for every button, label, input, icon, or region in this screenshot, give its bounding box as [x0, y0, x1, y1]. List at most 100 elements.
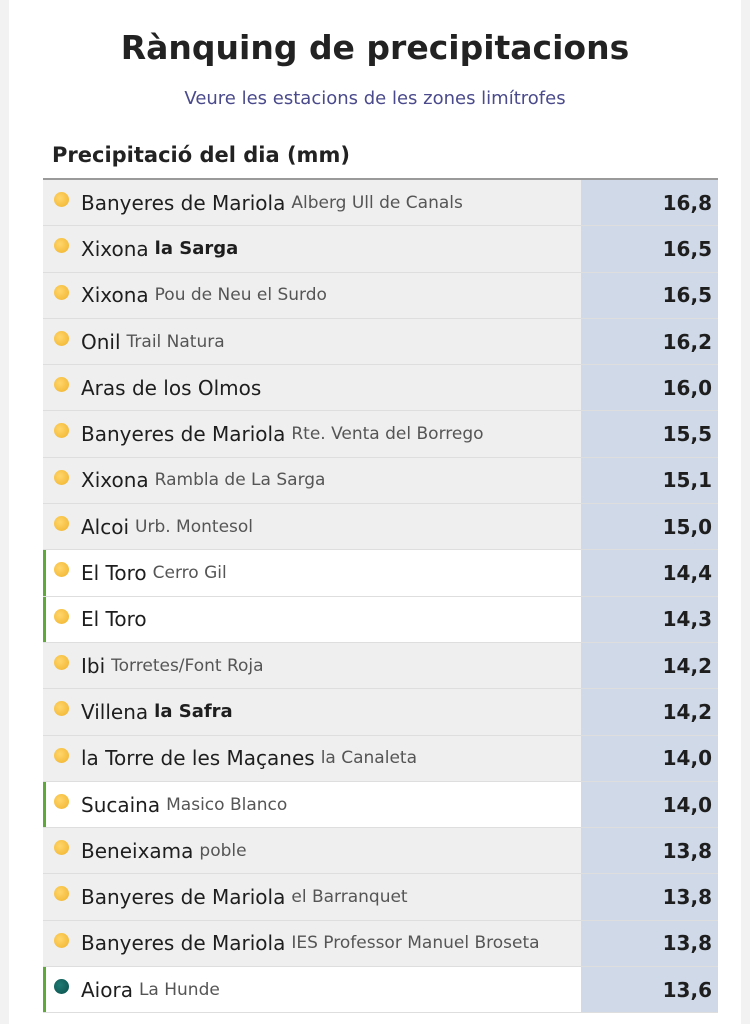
station-name: IES Professor Manuel Broseta [291, 933, 540, 954]
station-name: Trail Natura [126, 331, 225, 352]
precipitation-value: 15,1 [582, 457, 718, 504]
station-name: La Hunde [138, 979, 220, 1000]
precipitation-value: 13,8 [582, 828, 718, 874]
status-dot-icon [54, 932, 69, 948]
status-dot-icon [54, 238, 69, 254]
station-name: Cerro Gil [152, 563, 227, 584]
status-dot-icon [54, 979, 69, 995]
precipitation-value: 16,8 [582, 180, 718, 226]
station-name-cell: Villena la Safra [43, 689, 582, 735]
status-dot-icon [54, 516, 69, 532]
table-row[interactable]: El Toro Cerro Gil 14,4 [43, 550, 718, 597]
station-name-cell: Xixona Pou de Neu el Surdo [43, 272, 582, 318]
table-row[interactable]: Aras de los Olmos 16,0 [43, 365, 718, 412]
section-title: Precipitació del dia (mm) [52, 143, 350, 167]
station-name: Rambla de La Sarga [154, 470, 326, 491]
status-dot-icon [54, 886, 69, 902]
precipitation-value: 16,2 [582, 318, 718, 365]
table-row[interactable]: Onil Trail Natura 16,2 [43, 318, 718, 366]
station-name-cell: El Toro [43, 596, 582, 642]
status-dot-icon [54, 793, 69, 809]
precipitation-value: 16,5 [582, 226, 718, 272]
table-row[interactable]: Banyeres de Mariola el Barranquet 13,8 [43, 874, 718, 921]
town-name: Onil [81, 329, 121, 354]
station-name: el Barranquet [291, 887, 408, 908]
table-row[interactable]: Beneixama poble 13,8 [43, 828, 718, 875]
town-name: Banyeres de Mariola [81, 422, 286, 447]
left-edge [0, 0, 9, 1024]
precipitation-value: 13,8 [582, 874, 718, 920]
town-name: Xixona [81, 468, 149, 493]
station-name-cell: Ibi Torretes/Font Roja [43, 642, 582, 689]
station-name-cell: Onil Trail Natura [43, 318, 582, 365]
station-name: poble [199, 840, 247, 861]
town-name: Xixona [81, 236, 149, 261]
status-dot-icon [54, 192, 69, 207]
status-dot-icon [54, 330, 69, 346]
station-name-cell: Banyeres de Mariola Alberg Ull de Canals [43, 180, 582, 226]
station-name-cell: Xixona la Sarga [43, 226, 582, 272]
station-name-cell: Xixona Rambla de La Sarga [43, 457, 582, 504]
precipitation-value: 15,5 [582, 411, 718, 457]
status-dot-icon [54, 562, 69, 578]
town-name: Banyeres de Mariola [81, 190, 286, 215]
table-row[interactable]: Xixona Pou de Neu el Surdo 16,5 [43, 272, 718, 319]
station-name-cell: Sucaina Masico Blanco [43, 781, 582, 828]
table-row[interactable]: Banyeres de Mariola Alberg Ull de Canals… [43, 180, 718, 227]
station-name: Pou de Neu el Surdo [154, 285, 327, 306]
status-dot-icon [54, 423, 69, 439]
station-name-cell: Banyeres de Mariola IES Professor Manuel… [43, 920, 582, 967]
precipitation-value: 14,0 [582, 781, 718, 828]
table-row[interactable]: la Torre de les Maçanes la Canaleta 14,0 [43, 735, 718, 782]
status-dot-icon [54, 377, 69, 393]
table-row[interactable]: Banyeres de Mariola IES Professor Manuel… [43, 920, 718, 968]
station-name: Rte. Venta del Borrego [291, 424, 484, 445]
table-row[interactable]: Aiora La Hunde 13,6 [43, 967, 718, 1014]
table-row[interactable]: Xixona la Sarga 16,5 [43, 226, 718, 273]
station-name-cell: Beneixama poble [43, 828, 582, 874]
station-name: la Safra [154, 701, 233, 723]
status-dot-icon [54, 469, 69, 485]
station-name: Torretes/Font Roja [111, 655, 264, 676]
town-name: Banyeres de Mariola [81, 885, 286, 910]
table-row[interactable]: Alcoi Urb. Montesol 15,0 [43, 504, 718, 551]
station-name-cell: El Toro Cerro Gil [43, 550, 582, 596]
neighbor-stations-link[interactable]: Veure les estacions de les zones limítro… [184, 88, 566, 109]
station-name: Urb. Montesol [135, 516, 254, 537]
table-row[interactable]: Ibi Torretes/Font Roja 14,2 [43, 642, 718, 690]
precipitation-value: 14,2 [582, 689, 718, 735]
town-name: Sucaina [81, 792, 161, 817]
precipitation-value: 14,0 [582, 735, 718, 781]
precipitation-value: 14,4 [582, 550, 718, 596]
precipitation-value: 14,3 [582, 596, 718, 642]
town-name: Beneixama [81, 838, 194, 863]
precipitation-value: 16,5 [582, 272, 718, 318]
station-name-cell: Aiora La Hunde [43, 967, 582, 1013]
town-name: Xixona [81, 283, 149, 308]
status-dot-icon [54, 654, 69, 670]
table-row[interactable]: Villena la Safra 14,2 [43, 689, 718, 736]
town-name: Villena [81, 699, 149, 724]
precipitation-value: 13,6 [582, 967, 718, 1013]
table-row[interactable]: Banyeres de Mariola Rte. Venta del Borre… [43, 411, 718, 458]
station-name: Masico Blanco [166, 794, 288, 815]
status-dot-icon [54, 284, 69, 300]
precipitation-value: 16,0 [582, 365, 718, 411]
ranking-table: Banyeres de Mariola Alberg Ull de Canals… [43, 178, 718, 1014]
town-name: Aiora [81, 977, 133, 1002]
town-name: Aras de los Olmos [81, 375, 262, 400]
precipitation-value: 13,8 [582, 920, 718, 967]
town-name: Banyeres de Mariola [81, 931, 286, 956]
table-row[interactable]: El Toro 14,3 [43, 596, 718, 643]
station-name-cell: Aras de los Olmos [43, 365, 582, 411]
status-dot-icon [54, 840, 69, 856]
table-row[interactable]: Sucaina Masico Blanco 14,0 [43, 781, 718, 829]
station-name: la Canaleta [320, 748, 417, 769]
table-row[interactable]: Xixona Rambla de La Sarga 15,1 [43, 457, 718, 505]
station-name-cell: Banyeres de Mariola el Barranquet [43, 874, 582, 920]
town-name: la Torre de les Maçanes [81, 746, 315, 771]
town-name: El Toro [81, 607, 147, 632]
town-name: Alcoi [81, 514, 130, 539]
station-name-cell: la Torre de les Maçanes la Canaleta [43, 735, 582, 781]
